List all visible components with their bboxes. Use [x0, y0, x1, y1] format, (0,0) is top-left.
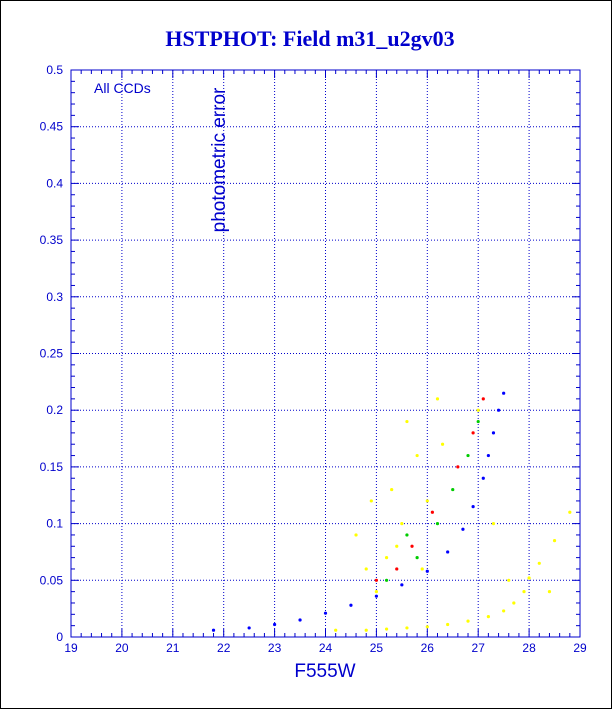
- data-point: [456, 465, 460, 469]
- data-point: [471, 431, 475, 435]
- x-tick-label: 19: [64, 641, 78, 655]
- data-point: [425, 499, 429, 503]
- data-point: [364, 628, 368, 632]
- data-point: [400, 522, 404, 526]
- data-point: [369, 499, 373, 503]
- data-point: [476, 419, 480, 424]
- y-tick-label: 0.05: [40, 573, 64, 587]
- x-tick-label: 23: [268, 641, 282, 655]
- data-point: [247, 626, 251, 630]
- x-tick-label: 26: [421, 641, 435, 655]
- data-point: [405, 626, 409, 630]
- data-point: [466, 453, 470, 458]
- data-point: [395, 544, 399, 548]
- plot-area: 19 20 21 22 23 24 25 26 27 28 29 0 0.05 0.1 0.15 0.2 0.2…: [40, 63, 587, 655]
- data-point: [537, 561, 541, 565]
- data-point: [496, 408, 501, 412]
- data-point: [405, 419, 409, 424]
- data-point: [410, 544, 414, 548]
- data-point: [435, 397, 440, 401]
- annotation-all-ccds: All CCDs: [94, 80, 151, 96]
- x-tick-label: 20: [115, 641, 129, 655]
- data-point: [466, 619, 470, 623]
- data-point: [334, 628, 338, 632]
- y-tick-label: 0.5: [46, 63, 63, 77]
- data-point: [390, 487, 394, 492]
- data-point: [491, 431, 496, 435]
- data-point: [502, 609, 506, 613]
- x-tick-label: 28: [522, 641, 536, 655]
- y-tick-label: 0.3: [46, 290, 63, 304]
- data-point: [323, 611, 328, 615]
- data-point: [471, 504, 475, 509]
- x-axis-label: F555W: [294, 661, 355, 682]
- data-point: [405, 533, 409, 537]
- data-point: [481, 397, 485, 401]
- x-tick-label: 22: [217, 641, 231, 655]
- data-point: [486, 453, 490, 458]
- data-point: [435, 522, 440, 526]
- x-tick-label: 24: [319, 641, 333, 655]
- data-point: [349, 603, 353, 607]
- data-point: [552, 539, 557, 543]
- data-point: [476, 408, 480, 412]
- y-tick-label: 0: [56, 630, 63, 644]
- chart-title: HSTPHOT: Field m31_u2gv03: [165, 26, 454, 51]
- data-point: [440, 442, 445, 446]
- data-point: [527, 576, 531, 580]
- data-point: [211, 628, 216, 632]
- data-point: [374, 594, 378, 598]
- y-tick-label: 0.4: [46, 176, 63, 190]
- data-point: [507, 578, 511, 582]
- data-point: [451, 487, 455, 492]
- y-tick-label: 0.45: [40, 120, 64, 134]
- y-tick-label: 0.15: [40, 460, 64, 474]
- y-tick-label: 0.35: [40, 233, 64, 247]
- data-point: [568, 510, 572, 514]
- y-tick-label: 0.2: [46, 403, 63, 417]
- data-point: [374, 590, 378, 594]
- y-axis-label: photometric error: [209, 87, 230, 232]
- data-point: [415, 453, 419, 458]
- data-point: [446, 550, 450, 554]
- data-point: [425, 625, 429, 629]
- data-point: [273, 622, 277, 627]
- data-point: [384, 578, 389, 582]
- data-point: [522, 590, 526, 594]
- data-point: [486, 614, 490, 619]
- data-point: [364, 567, 368, 571]
- data-point: [502, 391, 506, 395]
- data-point: [384, 627, 389, 631]
- x-tick-label: 21: [166, 641, 180, 655]
- data-point: [481, 476, 485, 480]
- data-point: [491, 522, 496, 526]
- data-point: [374, 578, 378, 582]
- data-point: [298, 618, 302, 622]
- x-tick-label: 27: [472, 641, 486, 655]
- y-tick-label: 0.25: [40, 347, 64, 361]
- data-point: [400, 583, 404, 587]
- data-point: [354, 533, 358, 537]
- x-tick-label: 25: [370, 641, 384, 655]
- data-point: [384, 556, 389, 560]
- data-point: [430, 510, 434, 514]
- data-point: [415, 556, 419, 560]
- x-tick-label: 29: [573, 641, 587, 655]
- data-point: [446, 622, 450, 627]
- data-point: [395, 567, 399, 571]
- data-point: [425, 569, 429, 573]
- y-tick-label: 0.1: [46, 517, 63, 531]
- data-point: [420, 567, 424, 571]
- data-point: [512, 601, 516, 605]
- data-point: [461, 527, 465, 531]
- data-point: [547, 590, 552, 594]
